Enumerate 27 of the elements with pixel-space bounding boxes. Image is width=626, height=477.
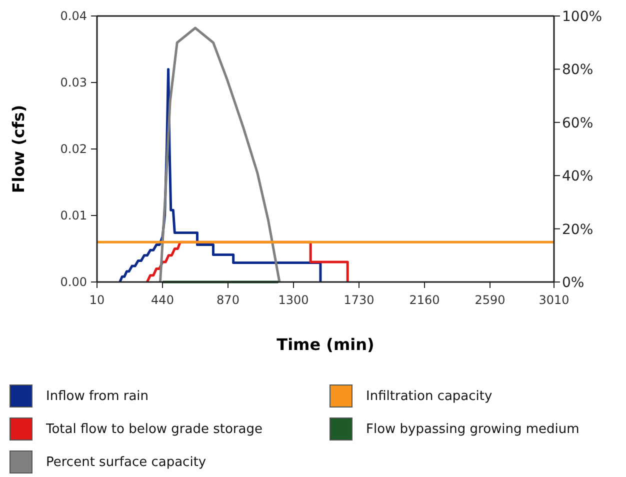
x-tick-label: 440 — [151, 293, 174, 307]
legend-label: Infiltration capacity — [366, 389, 493, 404]
y2-tick-label: 80% — [562, 62, 594, 78]
x-tick-label: 870 — [216, 293, 240, 307]
y-tick-label: 0.02 — [60, 142, 87, 156]
legend-label: Percent surface capacity — [46, 455, 206, 470]
legend-label: Inflow from rain — [46, 389, 149, 404]
x-tick-label: 2590 — [474, 293, 506, 307]
x-tick-label: 1300 — [278, 293, 309, 307]
y2-tick-label: 100% — [562, 9, 602, 25]
y2-tick-label: 0% — [562, 275, 584, 291]
line-series — [158, 26, 281, 284]
y-tick-label: 0.03 — [60, 76, 87, 90]
x-axis-title: Time (min) — [276, 335, 374, 354]
legend-label: Flow bypassing growing medium — [366, 422, 580, 437]
y2-tick-label: 60% — [562, 115, 594, 132]
x-tick-label: 2160 — [409, 293, 440, 307]
y-tick-label: 0.00 — [60, 275, 87, 289]
y2-tick-label: 20% — [562, 222, 594, 238]
y-tick-label: 0.04 — [60, 9, 87, 23]
x-tick-label: 1730 — [344, 293, 374, 307]
y2-tick-label: 40% — [562, 168, 594, 185]
x-tick-label: 3010 — [538, 293, 570, 307]
legend-label: Total flow to below grade storage — [45, 422, 262, 437]
y-axis-title: Flow (cfs) — [9, 104, 28, 194]
x-tick-label: 10 — [89, 293, 105, 307]
y-tick-label: 0.01 — [60, 208, 87, 222]
